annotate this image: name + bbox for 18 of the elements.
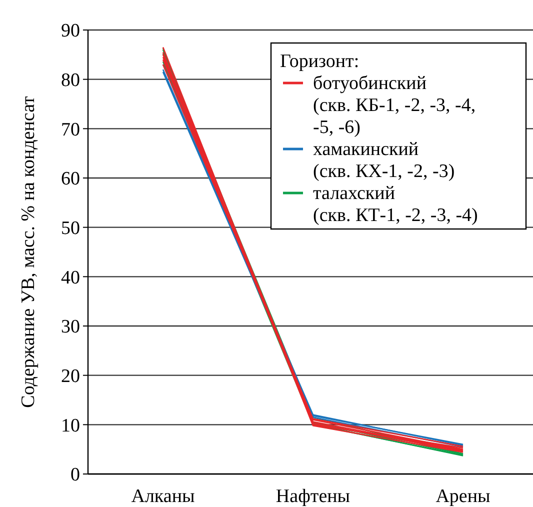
y-tick-label: 30 [61, 316, 80, 338]
y-tick-label: 90 [61, 20, 80, 42]
x-tick-label: Алканы [131, 486, 195, 507]
y-tick-label: 0 [70, 464, 80, 486]
y-tick-label: 50 [61, 218, 80, 239]
legend-label: талахский (скв. КТ-1, -2, -3, -4) [313, 183, 478, 226]
legend-label: ботуобинский (скв. КБ-1, -2, -3, -4, -5, -6) [313, 73, 476, 138]
legend-title: Горизонт: [280, 51, 360, 72]
y-tick-label: 70 [61, 119, 80, 140]
y-tick-label: 40 [61, 267, 80, 288]
y-tick-label: 60 [61, 168, 80, 190]
legend-label: хамакинский (скв. КХ-1, -2, -3) [313, 139, 455, 182]
x-tick-label: Арены [436, 486, 491, 507]
y-tick-label: 10 [61, 415, 80, 436]
y-tick-label: 20 [61, 366, 80, 387]
y-tick-label: 80 [61, 70, 80, 91]
y-axis-title: Содержание УВ, масс. % на конденсат [18, 95, 39, 408]
x-tick-label: Нафтены [276, 486, 350, 507]
